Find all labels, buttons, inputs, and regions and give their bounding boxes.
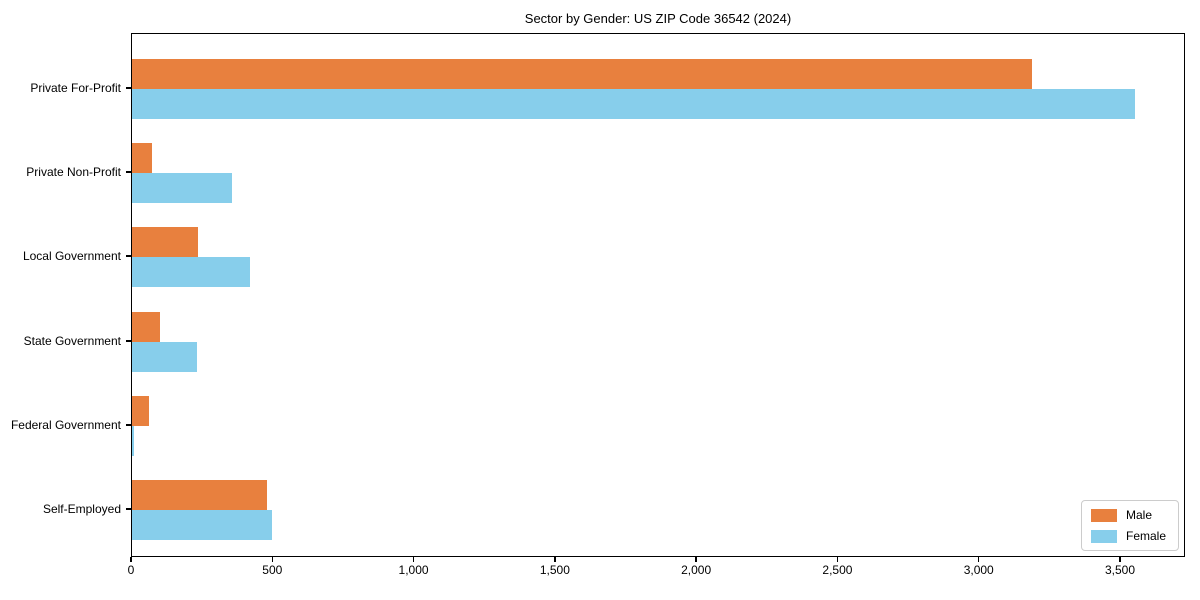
bar-male-5 <box>132 480 268 510</box>
x-tick-mark <box>1119 557 1121 562</box>
x-tick-mark <box>412 557 415 562</box>
y-axis-label-4: Federal Government <box>10 418 121 432</box>
x-tick-label-4: 2,000 <box>681 563 712 577</box>
legend-swatch-male <box>1090 508 1117 522</box>
bar-female-3 <box>132 342 197 372</box>
y-axis-label-0: Private For-Profit <box>30 81 121 95</box>
x-tick-label-0: 0 <box>127 563 135 577</box>
plot-area: Male Female <box>131 33 1185 557</box>
x-tick-label-7: 3,500 <box>1104 563 1136 577</box>
x-tick-label-3: 1,500 <box>539 563 570 577</box>
x-tick-mark <box>554 557 556 562</box>
legend-label-male: Male <box>1125 508 1152 522</box>
y-axis-label-3: State Government <box>23 334 121 348</box>
legend-item-male: Male <box>1090 508 1166 522</box>
y-tick-mark <box>126 171 131 173</box>
y-tick-mark <box>126 508 131 510</box>
bar-female-2 <box>132 257 251 287</box>
y-tick-mark <box>126 255 131 257</box>
legend-label-female: Female <box>1125 529 1166 543</box>
y-axis-label-2: Local Government <box>22 249 121 263</box>
y-tick-mark <box>126 424 131 426</box>
y-tick-mark <box>126 340 131 342</box>
x-tick-mark <box>271 557 274 562</box>
bar-male-4 <box>132 396 149 426</box>
legend: Male Female <box>1080 500 1179 551</box>
bar-male-3 <box>132 312 161 342</box>
chart-title: Sector by Gender: US ZIP Code 36542 (202… <box>524 11 792 26</box>
bar-female-5 <box>132 510 272 540</box>
x-tick-mark <box>836 557 839 562</box>
x-tick-mark <box>977 557 980 562</box>
x-tick-mark <box>695 557 697 562</box>
bar-male-2 <box>132 227 199 257</box>
bar-female-0 <box>132 89 1135 119</box>
bar-female-1 <box>132 173 233 203</box>
bar-male-0 <box>132 59 1032 89</box>
y-axis-label-5: Self-Employed <box>42 502 121 516</box>
x-tick-label-2: 1,000 <box>398 563 429 577</box>
legend-item-female: Female <box>1090 529 1166 543</box>
x-tick-label-6: 3,000 <box>963 563 994 577</box>
x-tick-label-1: 500 <box>262 563 283 577</box>
y-tick-mark <box>126 87 131 89</box>
legend-swatch-female <box>1090 529 1117 543</box>
bar-male-1 <box>132 143 152 173</box>
x-tick-label-5: 2,500 <box>822 563 853 577</box>
x-tick-mark <box>130 557 132 562</box>
bar-female-4 <box>132 426 135 456</box>
y-axis-label-1: Private Non-Profit <box>26 165 121 179</box>
